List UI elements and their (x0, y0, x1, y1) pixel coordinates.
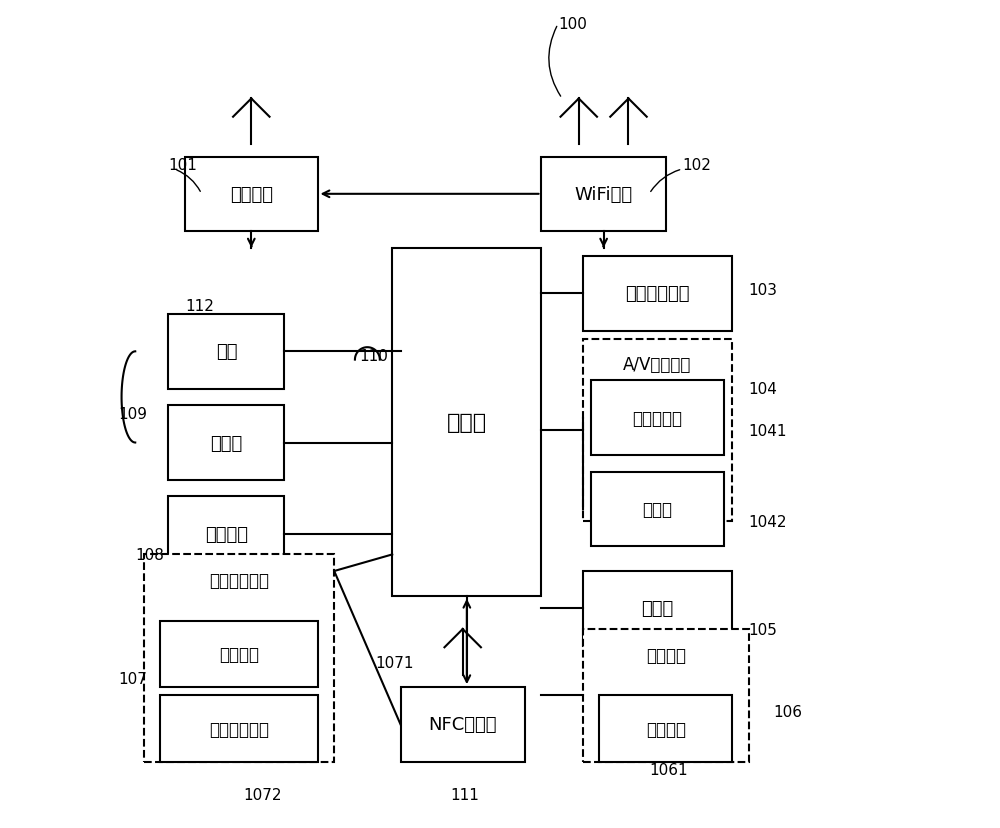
Text: 1072: 1072 (243, 787, 282, 802)
FancyBboxPatch shape (583, 629, 749, 762)
FancyBboxPatch shape (185, 157, 318, 232)
FancyBboxPatch shape (591, 381, 724, 455)
Text: 其他输入设备: 其他输入设备 (209, 720, 269, 738)
Text: 107: 107 (119, 672, 148, 686)
Text: 101: 101 (168, 158, 197, 173)
FancyBboxPatch shape (168, 406, 284, 480)
Text: 1042: 1042 (749, 514, 787, 529)
Text: 105: 105 (749, 622, 778, 637)
Text: A/V输入单元: A/V输入单元 (623, 356, 692, 374)
Text: 电源: 电源 (216, 343, 237, 361)
Text: 传感器: 传感器 (641, 599, 674, 618)
Text: 1041: 1041 (749, 423, 787, 438)
Text: 109: 109 (119, 407, 148, 421)
FancyBboxPatch shape (583, 257, 732, 331)
Text: NFC控制器: NFC控制器 (428, 715, 497, 734)
Text: 处理器: 处理器 (447, 412, 487, 432)
Text: 音频输出单元: 音频输出单元 (625, 285, 690, 303)
Text: 触控面板: 触控面板 (219, 645, 259, 663)
Text: 110: 110 (359, 349, 388, 363)
FancyBboxPatch shape (160, 696, 318, 762)
Text: 108: 108 (135, 547, 164, 562)
Text: 1061: 1061 (649, 763, 688, 777)
Text: 111: 111 (450, 787, 479, 802)
Text: 麦克风: 麦克风 (643, 500, 673, 518)
Text: 显示单元: 显示单元 (646, 646, 686, 664)
FancyBboxPatch shape (392, 248, 541, 596)
Text: 存储器: 存储器 (210, 434, 243, 452)
FancyBboxPatch shape (168, 497, 284, 571)
FancyBboxPatch shape (401, 687, 525, 762)
FancyBboxPatch shape (541, 157, 666, 232)
Text: 103: 103 (749, 282, 778, 297)
Text: 112: 112 (185, 299, 214, 314)
FancyBboxPatch shape (599, 696, 732, 762)
FancyBboxPatch shape (144, 555, 334, 762)
Text: 射频单元: 射频单元 (230, 185, 273, 204)
FancyBboxPatch shape (583, 571, 732, 646)
Text: WiFi模块: WiFi模块 (575, 185, 633, 204)
Text: 接口单元: 接口单元 (205, 525, 248, 543)
Text: 100: 100 (558, 17, 587, 32)
Text: 图形处理器: 图形处理器 (633, 409, 683, 427)
Text: 104: 104 (749, 382, 778, 397)
FancyBboxPatch shape (583, 339, 732, 522)
Text: 106: 106 (774, 705, 803, 720)
Text: 1071: 1071 (376, 655, 414, 670)
Text: 102: 102 (682, 158, 711, 173)
Text: 显示面板: 显示面板 (646, 720, 686, 738)
FancyBboxPatch shape (591, 472, 724, 546)
FancyBboxPatch shape (160, 621, 318, 687)
Text: 用户输入单元: 用户输入单元 (209, 571, 269, 590)
FancyBboxPatch shape (168, 315, 284, 389)
